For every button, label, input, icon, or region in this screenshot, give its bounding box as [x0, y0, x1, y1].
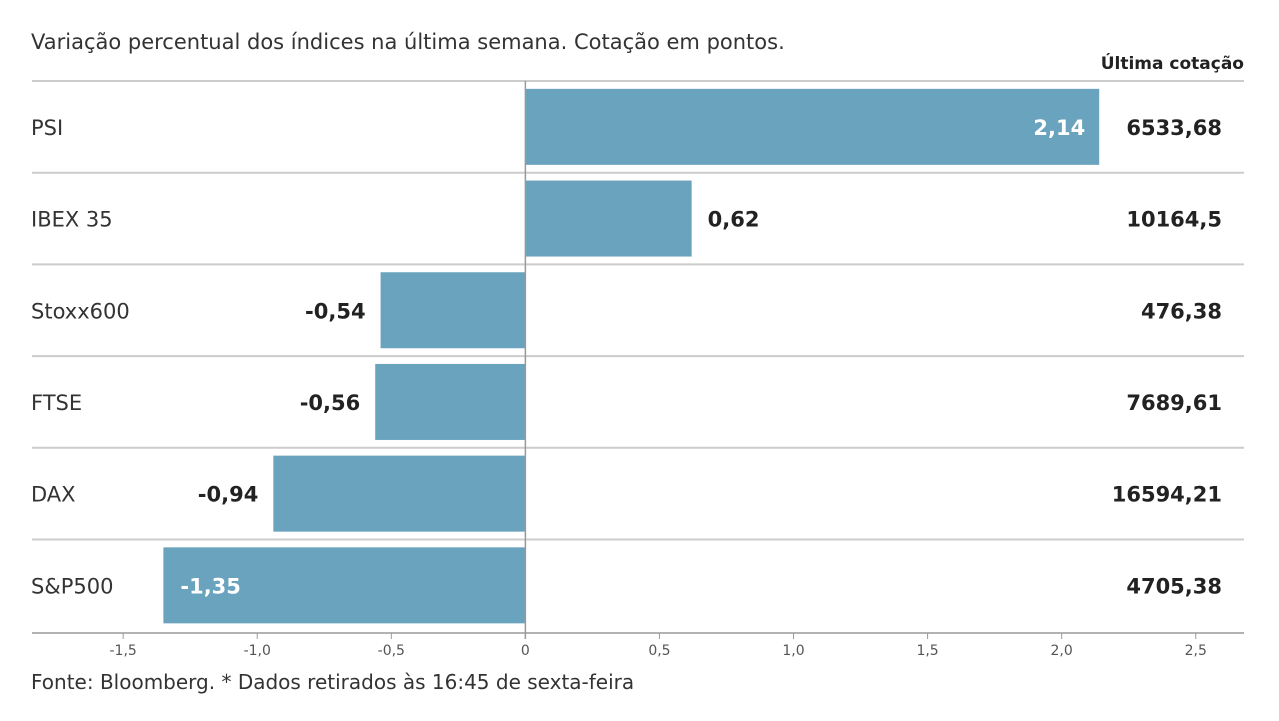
x-tick-label: -0,5 [378, 643, 405, 659]
source-note: Fonte: Bloomberg. * Dados retirados às 1… [31, 670, 635, 694]
category-label: S&P500 [31, 574, 113, 598]
value-label: -0,94 [198, 483, 259, 507]
bar-ftse [375, 363, 526, 440]
last-quote: 6533,68 [1126, 116, 1222, 140]
value-label: 0,62 [708, 208, 760, 232]
x-tick-label: 0,5 [648, 643, 670, 659]
value-label: -0,54 [305, 299, 366, 323]
category-label: Stoxx600 [31, 299, 130, 323]
category-label: DAX [31, 483, 76, 507]
category-label: PSI [31, 116, 63, 140]
bar-psi [525, 88, 1100, 165]
last-quote: 7689,61 [1126, 391, 1222, 415]
x-tick-label: -1,0 [244, 643, 271, 659]
x-tick-label: 2,0 [1051, 643, 1073, 659]
last-quote-header: Última cotação [1100, 54, 1244, 74]
value-label: -0,56 [300, 391, 361, 415]
category-label: IBEX 35 [31, 208, 113, 232]
x-tick-label: 1,0 [782, 643, 804, 659]
bar-stoxx600 [380, 272, 526, 349]
last-quote: 4705,38 [1126, 574, 1222, 598]
x-tick-label: -1,5 [110, 643, 137, 659]
bar-s-p500 [163, 547, 526, 624]
last-quote: 16594,21 [1112, 483, 1222, 507]
chart-subtitle: Variação percentual dos índices na últim… [31, 30, 785, 54]
value-label: -1,35 [180, 574, 241, 598]
last-quote: 10164,5 [1126, 208, 1222, 232]
last-quote: 476,38 [1141, 299, 1222, 323]
x-tick-label: 2,5 [1185, 643, 1207, 659]
x-tick-label: 1,5 [916, 643, 938, 659]
bar-dax [273, 455, 526, 532]
bar-ibex-35 [525, 180, 692, 257]
value-label: 2,14 [1033, 116, 1085, 140]
category-label: FTSE [31, 391, 82, 415]
x-tick-label: 0 [521, 643, 530, 659]
